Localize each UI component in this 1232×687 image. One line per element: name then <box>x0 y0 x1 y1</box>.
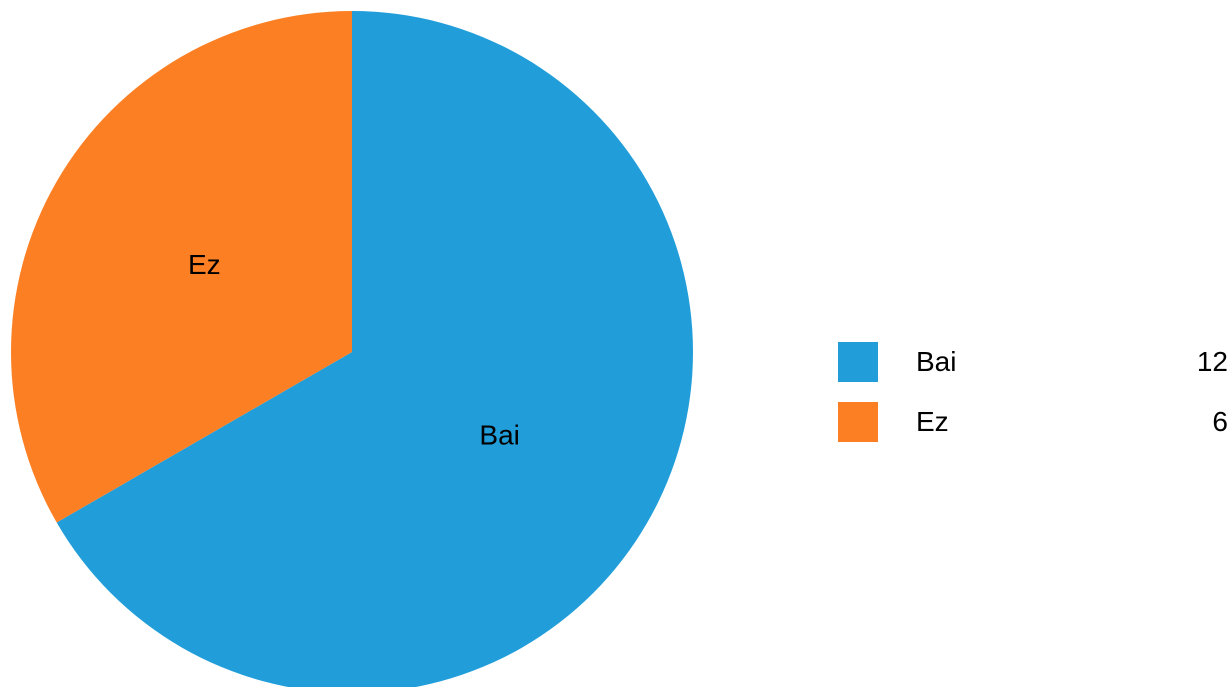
legend-item-bai: Bai 12 <box>838 338 1228 398</box>
pie-slice-bai <box>56 11 693 687</box>
legend-value-ez: 6 <box>1212 406 1228 437</box>
legend-label-bai: Bai <box>916 346 957 377</box>
pie-slice-label-ez: Ez <box>188 249 221 280</box>
legend-label-ez: Ez <box>916 406 949 437</box>
legend-item-ez: Ez 6 <box>838 398 1228 458</box>
legend-value-bai: 12 <box>1196 346 1228 377</box>
legend-swatch-bai <box>838 342 878 382</box>
pie-slice-ez <box>10 11 352 523</box>
pie-slice-label-bai: Bai <box>479 420 519 451</box>
pie-slices <box>10 11 693 687</box>
legend: Bai 12 Ez 6 <box>838 338 1228 458</box>
legend-swatch-ez <box>838 402 878 442</box>
pie-slice-labels: Bai Ez <box>188 249 520 451</box>
